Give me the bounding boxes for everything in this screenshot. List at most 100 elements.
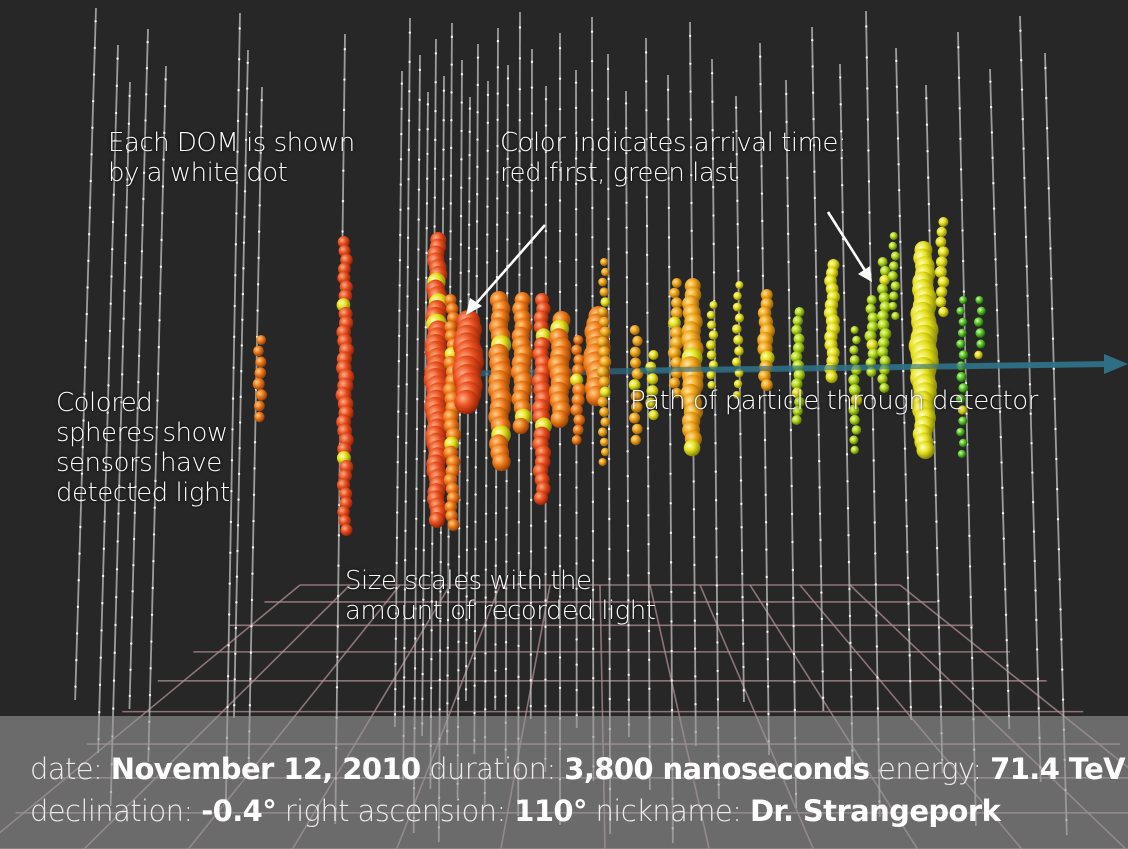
dom-annotation: Each DOM is shown by a white dot [108, 128, 355, 188]
dom-dot [429, 686, 433, 690]
dom-dot [741, 642, 745, 645]
dom-dot [667, 147, 670, 151]
dom-dot [819, 565, 823, 568]
dom-dot [544, 177, 548, 180]
dom-dot [714, 470, 718, 473]
dom-dot [399, 183, 402, 186]
dom-dot [158, 319, 161, 322]
dom-dot [1023, 176, 1026, 180]
dom-dot [736, 199, 739, 203]
dom-dot [529, 679, 533, 682]
dom-dot [575, 663, 578, 666]
hit-sphere [648, 350, 659, 360]
dom-dot [125, 206, 128, 209]
dom-dot [464, 688, 468, 691]
dom-dot [844, 399, 848, 402]
dom-dot [89, 179, 92, 183]
dom-dot [874, 583, 877, 586]
dom-dot [558, 107, 562, 111]
dom-dot [818, 486, 821, 489]
dom-dot [765, 575, 768, 579]
dom-dot [336, 594, 340, 598]
dom-dot [506, 291, 509, 295]
dom-dot [92, 73, 96, 76]
dom-dot [133, 511, 137, 515]
hit-sphere [533, 490, 549, 506]
dom-dot [232, 366, 235, 369]
dom-dot [645, 166, 648, 170]
dom-dot [258, 177, 262, 181]
dom-dot [483, 708, 487, 711]
hit-sphere [671, 278, 682, 288]
dom-dot [447, 535, 450, 538]
hit-sphere [337, 505, 350, 519]
dom-dot [574, 182, 578, 186]
dom-dot [873, 490, 876, 493]
dom-dot [1021, 117, 1024, 121]
dom-dot [821, 644, 824, 647]
dom-dot [115, 568, 119, 571]
hit-sphere [793, 333, 805, 345]
dom-dot [925, 123, 929, 126]
dom-dot [144, 119, 147, 122]
dom-dot [767, 712, 770, 716]
dom-dot [256, 309, 259, 312]
dom-dot [866, 87, 869, 90]
dom-dot [1004, 588, 1007, 591]
dom-dot [1050, 307, 1054, 310]
hit-sphere [958, 438, 968, 448]
dom-dot [998, 385, 1001, 388]
dom-dot [86, 286, 89, 289]
dom-dot [714, 442, 717, 445]
dom-dot [993, 232, 997, 236]
dom-dot [544, 678, 547, 681]
dom-dot [417, 218, 420, 221]
dom-dot [475, 247, 479, 251]
annotation-line: sensors have [56, 448, 222, 478]
dom-dot [140, 250, 144, 253]
hit-sphere [889, 291, 899, 301]
dom-dot [789, 400, 792, 404]
dom-dot [608, 517, 611, 521]
dom-dot [575, 461, 578, 464]
dom-dot [421, 697, 424, 701]
dom-dot [716, 669, 719, 673]
dom-dot [666, 88, 670, 91]
dom-dot [625, 350, 629, 354]
dom-dot [900, 292, 903, 295]
dom-dot [1033, 559, 1036, 563]
dom-dot [442, 177, 445, 181]
hit-sphere [956, 427, 965, 437]
dom-dot [647, 514, 650, 517]
dom-dot [75, 632, 79, 635]
dom-dot [77, 579, 80, 582]
hit-sphere [598, 316, 610, 328]
dom-dot [764, 466, 767, 469]
hit-sphere [572, 424, 584, 436]
dom-dot [646, 456, 650, 459]
dom-dot [575, 688, 578, 692]
dom-dot [426, 177, 429, 180]
dom-dot [1035, 648, 1039, 651]
dom-dot [467, 293, 470, 296]
dom-dot [989, 80, 992, 83]
dom-dot [91, 99, 95, 103]
dom-dot [902, 369, 905, 373]
dom-dot [692, 535, 696, 539]
hit-sphere [596, 366, 609, 378]
dom-dot [925, 97, 928, 100]
hit-sphere [338, 514, 351, 528]
dom-dot [336, 655, 339, 659]
dom-dot [1037, 707, 1040, 710]
dom-dot [558, 534, 562, 537]
dom-dot [785, 120, 788, 124]
dom-dot [937, 599, 940, 603]
dom-dot [608, 667, 611, 671]
dom-dot [413, 667, 417, 670]
dom-dot [155, 426, 158, 429]
dom-dot [558, 473, 562, 476]
hit-sphere [851, 425, 862, 435]
hit-sphere [571, 363, 585, 377]
dom-dot [143, 145, 146, 148]
dom-dot [244, 138, 248, 142]
